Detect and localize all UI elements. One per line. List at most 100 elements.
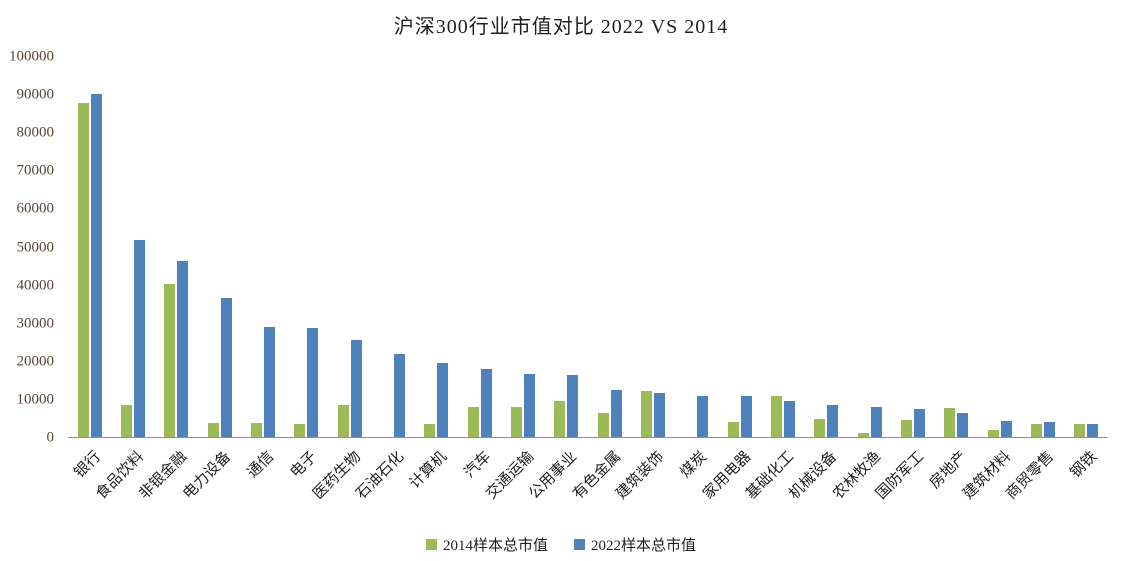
x-label-cell: 石油石化 [353, 440, 414, 526]
bar-2014样本总市值 [857, 432, 869, 437]
bar-group [805, 57, 848, 437]
x-label-cell: 电力设备 [180, 440, 241, 526]
bar-group [155, 57, 198, 437]
y-tick-label: 50000 [16, 239, 55, 255]
bar-2022样本总市值 [653, 392, 665, 437]
bar-group [761, 57, 804, 437]
bar-2014样本总市值 [900, 419, 912, 437]
chart-title: 沪深300行业市值对比 2022 VS 2014 [393, 16, 729, 38]
y-tick-label: 70000 [16, 162, 55, 179]
x-axis-label: 通信 [244, 448, 278, 482]
bar-2014样本总市值 [554, 400, 566, 437]
bar-group [935, 57, 978, 437]
bar-group [675, 57, 718, 437]
bar-group [891, 57, 934, 437]
bar-group [1065, 57, 1108, 437]
y-tick-label: 90000 [16, 86, 55, 103]
bar-2022样本总市值 [90, 94, 102, 437]
bar-2014样本总市值 [597, 412, 609, 437]
bar-2022样本总市值 [913, 408, 925, 437]
bars-container [68, 57, 1108, 437]
legend-item-2022: 2022样本总市值 [574, 534, 696, 555]
plot-area [68, 57, 1108, 438]
x-axis-label: 煤炭 [677, 448, 711, 482]
legend-swatch-2022 [574, 539, 585, 550]
legend-label-2014: 2014样本总市值 [442, 538, 548, 554]
legend-label-2022: 2022样本总市值 [591, 538, 697, 554]
bar-2022样本总市值 [1043, 422, 1055, 437]
bar-group [111, 57, 154, 437]
bar-group [415, 57, 458, 437]
x-axis-label: 钢铁 [1067, 448, 1101, 482]
bar-2022样本总市值 [1000, 420, 1012, 437]
legend-item-2014: 2014样本总市值 [425, 534, 548, 555]
y-tick-label: 80000 [16, 124, 55, 141]
bar-2014样本总市值 [77, 102, 89, 437]
x-axis-label: 银行 [71, 448, 104, 482]
bar-group [371, 57, 414, 437]
bar-group [241, 57, 284, 437]
bar-2022样本总市值 [1087, 424, 1099, 437]
bar-2022样本总市值 [220, 298, 232, 437]
y-tick-label: 20000 [16, 353, 55, 370]
x-label-cell: 商贸零售 [1003, 440, 1064, 526]
bar-2022样本总市值 [393, 354, 405, 437]
bar-group [68, 57, 111, 437]
bar-group [458, 57, 501, 437]
bar-2014样本总市值 [120, 404, 132, 437]
y-tick-label: 30000 [16, 315, 55, 332]
bar-2022样本总市值 [177, 261, 189, 437]
bar-group [848, 57, 891, 437]
bar-2014样本总市值 [467, 406, 479, 437]
bar-2014样本总市值 [770, 396, 782, 437]
bar-group [718, 57, 761, 437]
bar-group [198, 57, 241, 437]
bar-2022样本总市值 [827, 405, 839, 437]
y-tick-label: 100000 [9, 48, 54, 65]
bar-group [1021, 57, 1064, 437]
bar-2022样本总市值 [480, 368, 492, 437]
bar-2022样本总市值 [437, 362, 449, 437]
bar-2014样本总市值 [337, 405, 349, 437]
bar-group [501, 57, 544, 437]
y-tick-label: 40000 [16, 277, 55, 294]
bar-2014样本总市值 [424, 424, 436, 437]
bar-group [545, 57, 588, 437]
bar-group [588, 57, 631, 437]
bar-2022样本总市值 [783, 400, 795, 437]
bar-2022样本总市值 [523, 373, 535, 437]
x-label-cell: 通信 [241, 440, 284, 526]
y-tick-label: 10000 [16, 391, 55, 408]
bar-2014样本总市值 [510, 406, 522, 437]
x-label-cell: 钢铁 [1065, 440, 1108, 526]
x-label-cell: 计算机 [407, 440, 458, 526]
bar-2022样本总市值 [307, 327, 319, 437]
bar-2022样本总市值 [567, 375, 579, 437]
bar-2014样本总市值 [727, 422, 739, 437]
y-tick-label: 60000 [16, 200, 55, 217]
bar-2022样本总市值 [697, 395, 709, 437]
x-axis-label: 电子 [287, 448, 321, 482]
bar-group [978, 57, 1021, 437]
bar-group [328, 57, 371, 437]
bar-group [285, 57, 328, 437]
y-tick-label: 0 [46, 429, 55, 446]
bar-2014样本总市值 [250, 423, 262, 437]
legend-swatch-2014 [425, 539, 437, 550]
bar-2014样本总市值 [640, 390, 652, 437]
bar-group [631, 57, 674, 437]
bar-2014样本总市值 [207, 423, 219, 437]
legend: 2014样本总市值 2022样本总市值 [0, 534, 1122, 555]
bar-2014样本总市值 [294, 424, 306, 437]
bar-2014样本总市值 [944, 408, 956, 437]
bar-2022样本总市值 [350, 340, 362, 437]
bar-2022样本总市值 [870, 406, 882, 437]
bar-2014样本总市值 [987, 429, 999, 437]
bar-2022样本总市值 [610, 390, 622, 437]
bar-2022样本总市值 [740, 395, 752, 437]
bar-2022样本总市值 [957, 413, 969, 437]
bar-2014样本总市值 [164, 284, 176, 437]
x-label-cell: 国防军工 [873, 440, 934, 526]
x-label-cell: 建筑装饰 [613, 440, 674, 526]
